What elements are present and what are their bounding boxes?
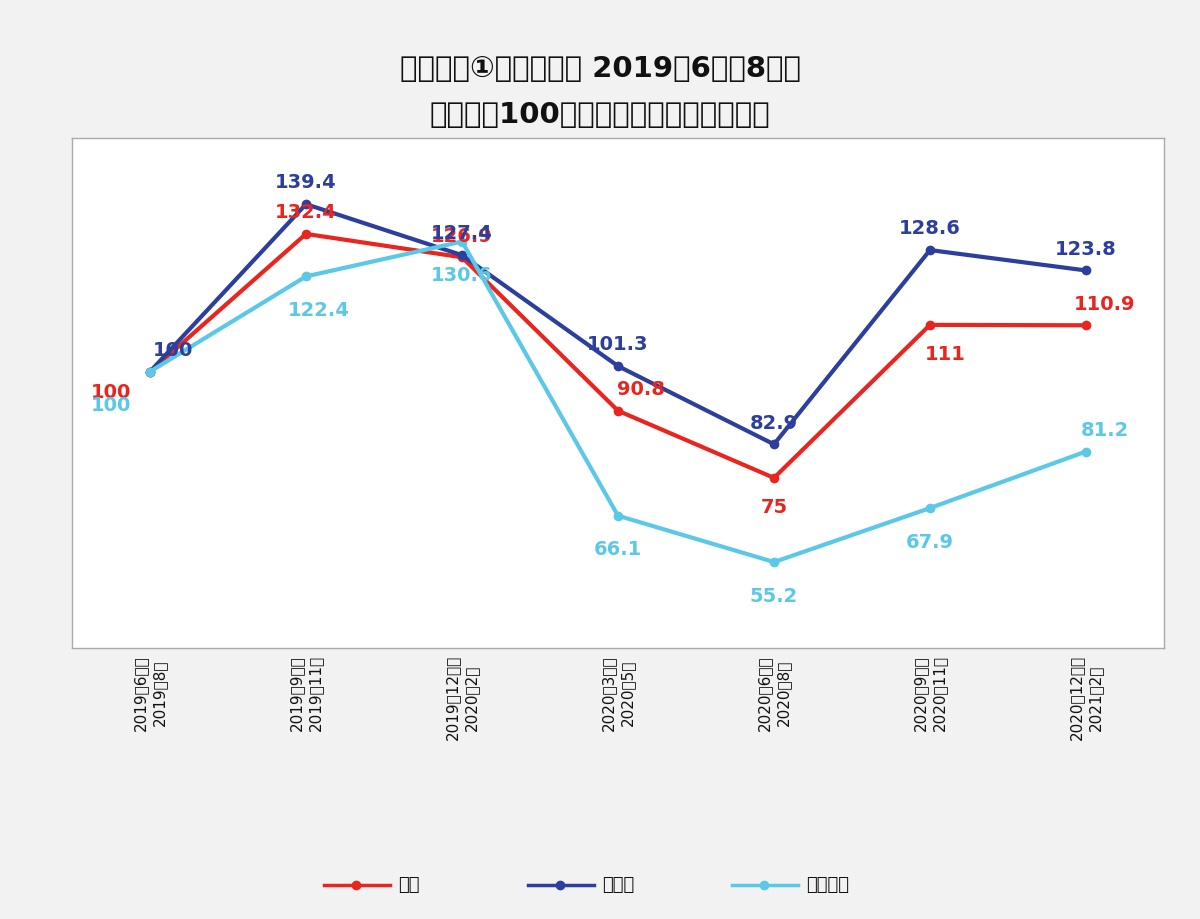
Text: 127.4: 127.4 [431,224,493,244]
Text: 100: 100 [91,383,131,403]
Text: 求人数を100とした場合の求人数の推移: 求人数を100とした場合の求人数の推移 [430,101,770,129]
Text: 2020年12月〜
2021年2月: 2020年12月〜 2021年2月 [1068,655,1104,741]
Text: 全体: 全体 [398,876,420,894]
Text: 128.6: 128.6 [899,220,961,238]
Text: 132.4: 132.4 [275,203,337,222]
Text: 67.9: 67.9 [906,533,954,551]
Text: 110.9: 110.9 [1074,295,1135,313]
Text: 130.6: 130.6 [431,267,493,285]
Text: 101.3: 101.3 [587,335,649,355]
Text: 2020年6月〜
2020年8月: 2020年6月〜 2020年8月 [756,655,791,731]
Text: 契約社員: 契約社員 [806,876,850,894]
Text: 126.9: 126.9 [431,227,493,245]
Text: 90.8: 90.8 [618,380,665,399]
Text: 139.4: 139.4 [275,174,337,192]
Text: 2020年3月〜
2020年5月: 2020年3月〜 2020年5月 [600,655,636,731]
Text: 55.2: 55.2 [750,586,798,606]
Text: 【グラフ①】＜全体＞ 2019年6月〜8月の: 【グラフ①】＜全体＞ 2019年6月〜8月の [400,55,800,83]
Text: 123.8: 123.8 [1055,240,1117,259]
Text: 2019年6月〜
2019年8月: 2019年6月〜 2019年8月 [132,655,167,731]
Text: 75: 75 [761,498,787,517]
Text: 2020年9月〜
2020年11月: 2020年9月〜 2020年11月 [912,655,948,732]
Text: 100: 100 [91,396,131,415]
Text: 2019年12月〜
2020年2月: 2019年12月〜 2020年2月 [444,655,479,741]
Text: 81.2: 81.2 [1080,421,1129,440]
Text: 2019年9月〜
2019年11月: 2019年9月〜 2019年11月 [289,655,324,732]
Text: 正社員: 正社員 [602,876,635,894]
Text: 66.1: 66.1 [594,540,642,559]
Text: 82.9: 82.9 [750,414,798,433]
Text: 111: 111 [925,346,966,364]
Text: 100: 100 [154,341,193,360]
Text: 122.4: 122.4 [288,301,349,320]
